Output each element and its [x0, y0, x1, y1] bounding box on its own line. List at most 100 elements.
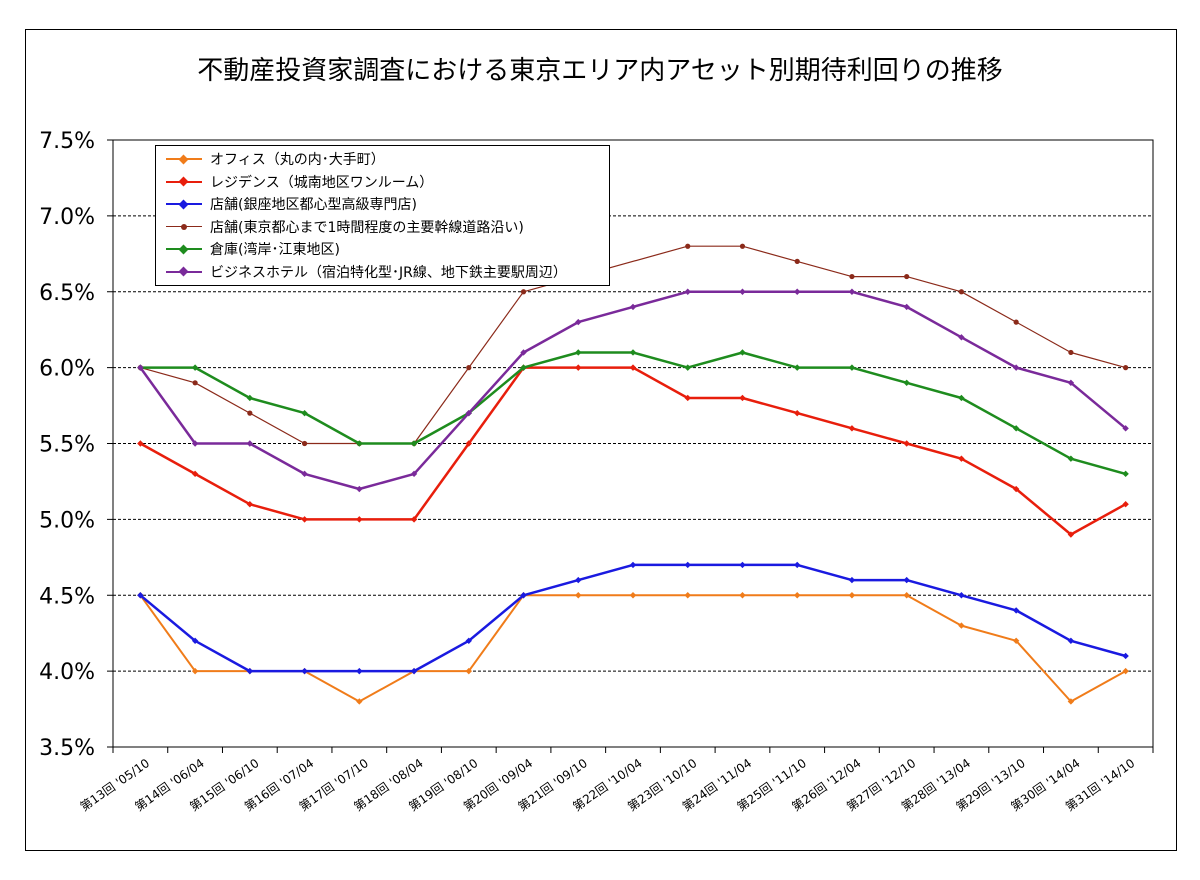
- data-point: [739, 288, 746, 295]
- series-3: [137, 561, 1129, 675]
- data-point: [192, 380, 198, 386]
- data-point: [465, 409, 472, 417]
- legend-label: 店舗(銀座地区都心型高級専門店): [210, 197, 417, 214]
- data-point: [1067, 379, 1075, 386]
- data-point: [410, 470, 418, 478]
- data-point: [903, 303, 910, 311]
- data-point: [684, 561, 691, 569]
- data-point: [794, 561, 801, 569]
- legend-swatch: [164, 222, 204, 232]
- data-point: [191, 440, 199, 447]
- data-point: [794, 364, 801, 371]
- legend-swatch: [164, 266, 204, 277]
- data-point: [848, 425, 856, 432]
- data-point: [958, 289, 965, 295]
- y-tick-label: 3.5%: [39, 736, 95, 761]
- y-tick-label: 5.5%: [39, 433, 95, 458]
- data-point: [356, 667, 363, 675]
- y-tick-label: 4.5%: [39, 584, 95, 609]
- data-point: [575, 576, 582, 584]
- data-point: [137, 364, 144, 371]
- legend-item: レジデンス（城南地区ワンルーム）: [164, 171, 609, 194]
- data-point: [1067, 531, 1075, 538]
- data-point: [191, 637, 199, 644]
- data-point: [1122, 425, 1129, 432]
- data-point: [247, 410, 253, 416]
- data-point: [301, 667, 308, 675]
- data-point: [246, 394, 254, 402]
- data-point: [739, 349, 746, 356]
- legend-item: 店舗(東京都心まで1時間程度の主要幹線道路沿い): [164, 216, 609, 239]
- data-point: [465, 637, 472, 644]
- data-point: [848, 364, 856, 371]
- y-tick-labels: 3.5% 4.0% 4.5% 5.0% 5.5% 6.0% 6.5% 7.0% 7.5%: [39, 129, 95, 761]
- legend-label: 店舗(東京都心まで1時間程度の主要幹線道路沿い): [210, 219, 524, 236]
- y-tick-label: 4.0%: [39, 660, 95, 685]
- data-point: [684, 394, 691, 402]
- data-point: [1012, 485, 1020, 493]
- data-point: [629, 349, 637, 356]
- data-point: [794, 409, 801, 417]
- data-point: [1012, 364, 1020, 371]
- series-2: [137, 364, 1129, 538]
- data-point: [903, 440, 910, 447]
- series-5: [137, 349, 1129, 478]
- series-line: [139, 366, 1127, 536]
- data-point: [575, 364, 582, 371]
- data-point: [903, 576, 910, 584]
- data-point: [848, 592, 856, 599]
- data-point: [520, 349, 527, 356]
- data-point: [466, 365, 472, 371]
- series-line: [139, 594, 1127, 703]
- data-point: [191, 364, 199, 371]
- data-point: [575, 318, 582, 326]
- data-point: [301, 440, 308, 447]
- legend-label: ビジネスホテル（宿泊特化型･JR線、地下鉄主要駅周辺）: [210, 264, 567, 281]
- data-point: [1067, 455, 1075, 462]
- legend-label: オフィス（丸の内･大手町）: [210, 152, 385, 169]
- data-point: [794, 592, 801, 599]
- data-point: [191, 470, 199, 478]
- data-point: [903, 592, 910, 599]
- y-tick-label: 6.0%: [39, 357, 95, 382]
- legend-swatch: [164, 199, 204, 210]
- data-point: [629, 364, 637, 371]
- data-point: [1012, 607, 1020, 614]
- data-point: [1012, 425, 1020, 432]
- data-point: [520, 592, 527, 599]
- data-point: [1123, 365, 1129, 371]
- data-point: [904, 273, 910, 280]
- data-point: [301, 516, 308, 523]
- data-point: [629, 561, 637, 569]
- data-point: [410, 440, 418, 447]
- axes: [107, 139, 1154, 753]
- legend-label: レジデンス（城南地区ワンルーム）: [210, 174, 434, 191]
- data-point: [410, 516, 418, 523]
- data-point: [629, 303, 637, 311]
- data-point: [794, 258, 800, 264]
- data-point: [1068, 349, 1074, 356]
- data-point: [958, 334, 965, 341]
- data-point: [684, 288, 691, 295]
- data-point: [794, 288, 801, 295]
- data-point: [958, 455, 965, 462]
- data-point: [465, 440, 472, 447]
- data-point: [520, 289, 527, 295]
- data-point: [1122, 501, 1129, 508]
- data-point: [958, 622, 965, 629]
- data-point: [1013, 319, 1019, 325]
- data-point: [301, 470, 308, 478]
- legend-swatch: [164, 154, 204, 165]
- data-point: [356, 485, 363, 493]
- legend: オフィス（丸の内･大手町） レジデンス（城南地区ワンルーム） 店舗(銀座地区都心型高…: [155, 145, 610, 286]
- data-point: [1122, 652, 1129, 660]
- data-point: [137, 440, 144, 447]
- data-point: [958, 592, 965, 599]
- data-point: [739, 561, 746, 569]
- data-point: [629, 592, 637, 599]
- series-6: [137, 288, 1129, 493]
- data-point: [246, 440, 254, 447]
- data-point: [685, 243, 691, 249]
- data-point: [1012, 637, 1020, 644]
